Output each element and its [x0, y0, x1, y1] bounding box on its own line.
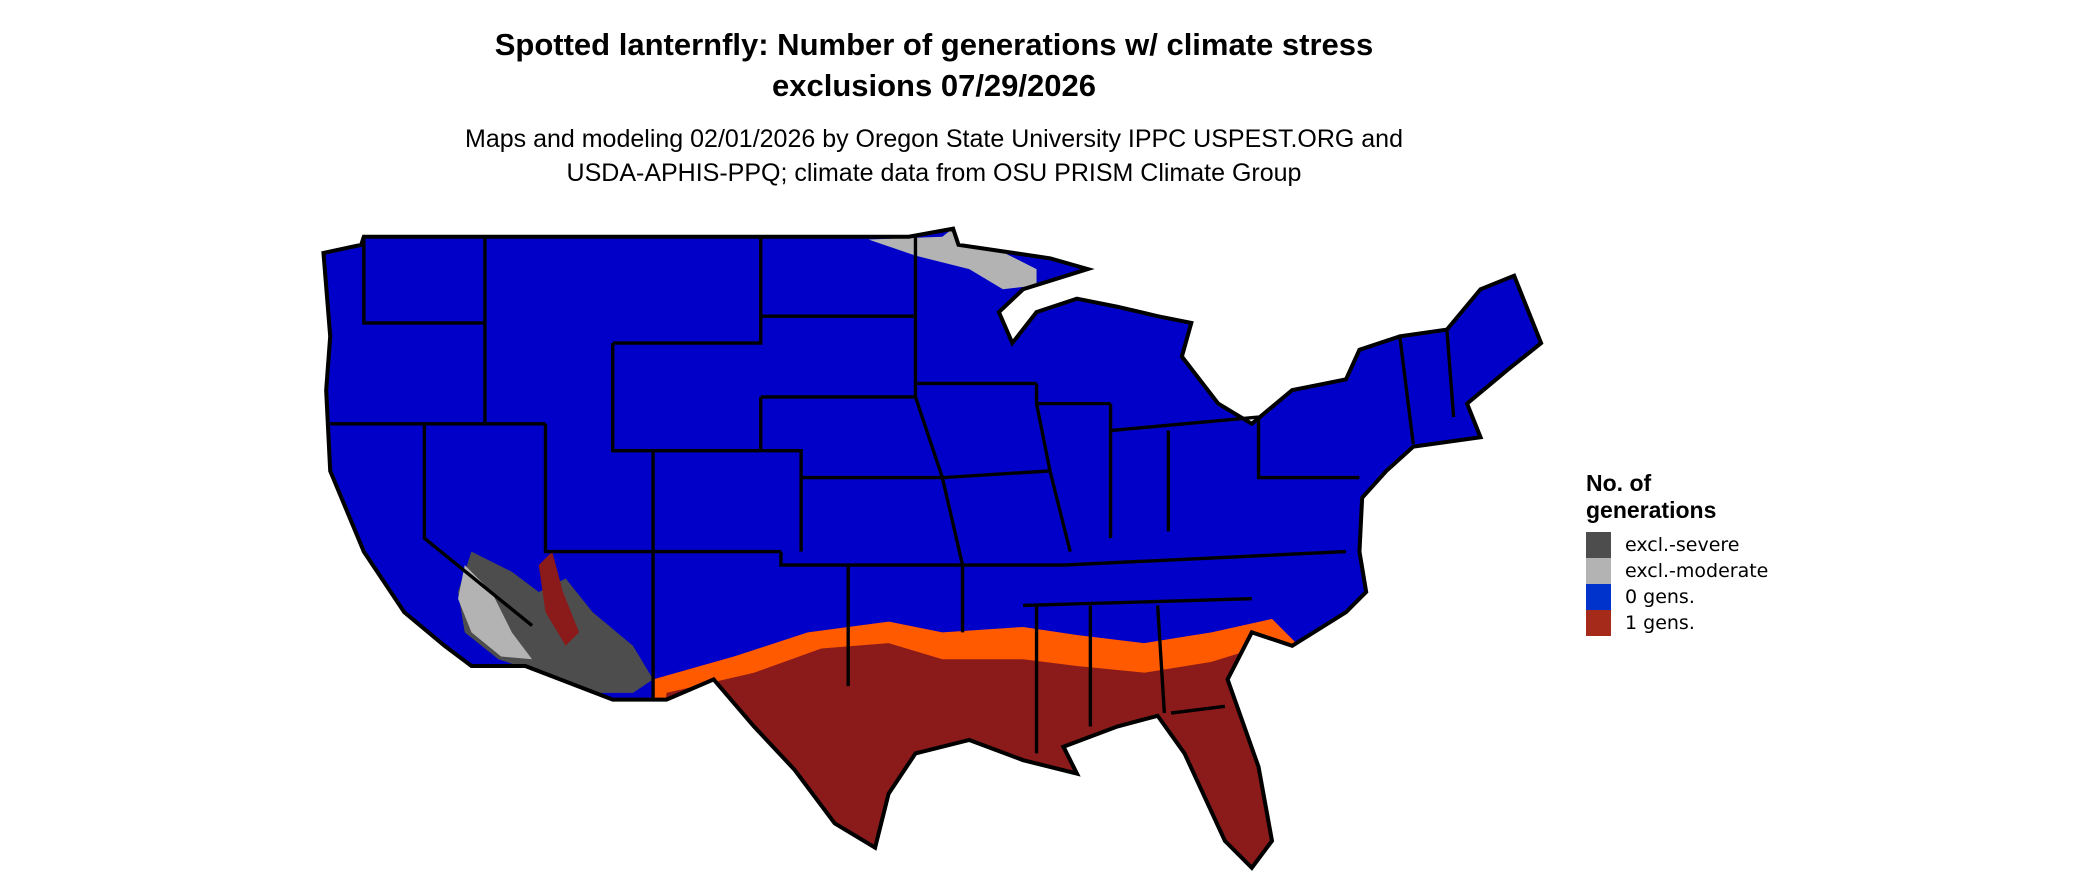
legend-swatch — [1586, 532, 1611, 558]
moderate-exclusion-region-north — [868, 228, 1037, 290]
map-title-line2: exclusions 07/29/2026 — [771, 68, 1096, 103]
legend: No. of generations excl.-severe excl.-mo… — [1586, 470, 1768, 636]
legend-label: 1 gens. — [1625, 612, 1695, 634]
state-borders — [330, 236, 1456, 754]
moderate-exclusion-region — [458, 565, 533, 660]
subtitle-line2: USDA-APHIS-PPQ; climate data from OSU PR… — [566, 159, 1302, 187]
legend-item-excl-moderate: excl.-moderate — [1586, 558, 1768, 584]
legend-swatch — [1586, 610, 1611, 636]
legend-label: 0 gens. — [1625, 586, 1695, 608]
legend-title-line1: No. of — [1586, 470, 1652, 496]
legend-title-line2: generations — [1586, 497, 1717, 523]
legend-title: No. of generations — [1586, 470, 1768, 524]
legend-swatch — [1586, 558, 1611, 584]
subtitle-line1: Maps and modeling 02/01/2026 by Oregon S… — [465, 125, 1403, 153]
legend-label: excl.-severe — [1625, 534, 1740, 556]
legend-item-excl-severe: excl.-severe — [1586, 532, 1768, 558]
map-title-line1: Spotted lanternfly: Number of generation… — [494, 27, 1374, 62]
legend-swatch — [1586, 584, 1611, 610]
legend-label: excl.-moderate — [1625, 560, 1769, 582]
legend-item-1-gens: 1 gens. — [1586, 610, 1768, 636]
one-gen-region — [646, 643, 1346, 868]
legend-item-0-gens: 0 gens. — [1586, 584, 1768, 610]
us-outline-border — [321, 226, 1544, 871]
one-gen-patches-arizona — [538, 551, 580, 646]
